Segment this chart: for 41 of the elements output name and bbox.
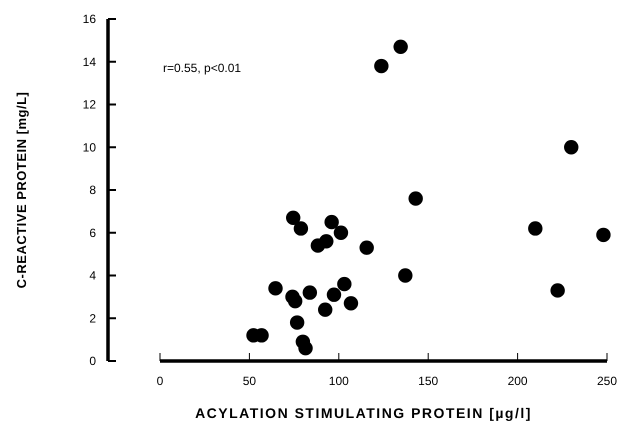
x-tick-label: 100 bbox=[328, 374, 350, 388]
point bbox=[337, 276, 352, 292]
y-tick-label: 2 bbox=[89, 311, 96, 326]
annotation: r=0.55, p<0.01 bbox=[163, 61, 242, 75]
y-tick-label: 0 bbox=[89, 354, 96, 368]
y-tick-label: 14 bbox=[82, 54, 96, 69]
point bbox=[550, 283, 565, 298]
x-tick-label: 50 bbox=[242, 374, 256, 388]
point bbox=[326, 288, 342, 302]
x-axis-title: ACYLATION STIMULATING PROTEIN [µg/l] bbox=[195, 405, 532, 421]
point bbox=[286, 210, 300, 225]
point bbox=[319, 234, 334, 248]
y-axis-title: C-REACTIVE PROTEIN [mg/L] bbox=[14, 92, 29, 288]
y-tick-label: 12 bbox=[82, 98, 96, 112]
point bbox=[324, 214, 339, 230]
point bbox=[268, 281, 283, 296]
y-tick-label: 16 bbox=[82, 12, 96, 26]
point bbox=[298, 340, 313, 356]
point bbox=[408, 191, 423, 206]
y-tick-label: 8 bbox=[89, 183, 96, 198]
point bbox=[528, 221, 542, 236]
point bbox=[596, 228, 611, 242]
y-tick-label: 4 bbox=[89, 268, 96, 283]
point bbox=[359, 240, 374, 255]
x-tick-label: 250 bbox=[596, 374, 618, 388]
point bbox=[374, 58, 389, 74]
point bbox=[318, 302, 332, 317]
point bbox=[334, 226, 348, 240]
point bbox=[393, 40, 408, 54]
point bbox=[344, 296, 358, 310]
y-tick-label: 10 bbox=[82, 140, 96, 154]
point bbox=[564, 140, 578, 154]
point bbox=[294, 221, 308, 236]
x-tick-label: 0 bbox=[156, 374, 164, 388]
point bbox=[398, 268, 413, 283]
point bbox=[290, 315, 304, 330]
point bbox=[302, 285, 318, 300]
y-tick-label: 6 bbox=[89, 226, 96, 240]
point bbox=[288, 294, 302, 308]
x-tick-label: 150 bbox=[418, 374, 439, 388]
x-tick-label: 200 bbox=[508, 374, 528, 388]
